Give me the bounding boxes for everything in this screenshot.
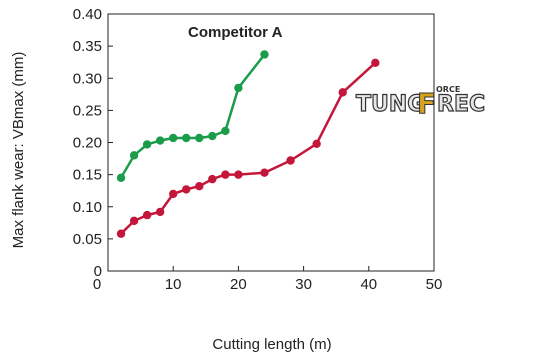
x-tick-label: 20	[230, 276, 247, 293]
data-point	[142, 210, 152, 220]
x-tick-label: 50	[426, 276, 443, 293]
data-point	[182, 185, 191, 194]
series-line	[119, 53, 266, 179]
data-point	[129, 216, 139, 226]
svg-text:REC: REC	[437, 92, 485, 117]
y-axis-label: Max flank wear: VBmax (mm)	[10, 52, 27, 249]
data-point	[195, 133, 204, 143]
data-point	[338, 88, 347, 97]
x-tick-label: 40	[360, 276, 377, 293]
y-tick-label: 0.10	[73, 199, 102, 216]
data-point	[195, 181, 204, 191]
series-1	[116, 50, 269, 183]
data-point	[221, 170, 230, 179]
data-point	[155, 207, 165, 217]
data-point	[142, 140, 152, 149]
data-point	[116, 173, 126, 183]
annotation-competitor-a: Competitor A	[188, 24, 283, 41]
data-point	[234, 170, 243, 179]
tungforce-logo: TUNG F ORCE REC	[355, 85, 485, 121]
y-tick-label: 0.25	[73, 102, 102, 119]
y-tick-label: 0.15	[73, 167, 102, 184]
data-point	[221, 126, 230, 136]
y-tick-label: 0.30	[73, 70, 102, 87]
data-point	[169, 189, 178, 199]
x-origin-label: 0	[93, 276, 101, 293]
series-layer	[116, 50, 380, 238]
data-point	[234, 83, 243, 93]
y-tick-label: 0.40	[73, 6, 102, 23]
data-point	[312, 139, 321, 148]
data-point	[286, 156, 295, 165]
data-point	[260, 168, 269, 177]
data-point	[260, 50, 269, 59]
x-tick-label: 30	[295, 276, 312, 293]
y-tick-label: 0.20	[73, 135, 102, 152]
svg-text:TUNG: TUNG	[356, 92, 425, 117]
x-axis-label: Cutting length (m)	[212, 336, 331, 352]
data-point	[169, 133, 178, 143]
data-point	[116, 229, 126, 238]
data-point	[182, 133, 191, 143]
y-tick-label: 0.35	[73, 38, 102, 55]
x-tick-label: 10	[165, 276, 182, 293]
svg-text:F: F	[417, 87, 436, 120]
x-axis-ticks: 10 20 30 40 50 0	[93, 266, 443, 293]
data-point	[129, 151, 139, 160]
y-tick-label: 0.05	[73, 231, 102, 248]
y-tick-label: 0	[94, 263, 102, 280]
data-point	[208, 174, 217, 184]
y-axis-ticks: 0 0.05 0.10 0.15 0.20 0.25 0.30 0.35 0.40	[73, 6, 113, 280]
data-point	[155, 136, 165, 145]
series-2	[116, 58, 380, 238]
data-point	[371, 58, 380, 68]
data-point	[208, 131, 217, 141]
svg-text:ORCE: ORCE	[436, 85, 460, 94]
